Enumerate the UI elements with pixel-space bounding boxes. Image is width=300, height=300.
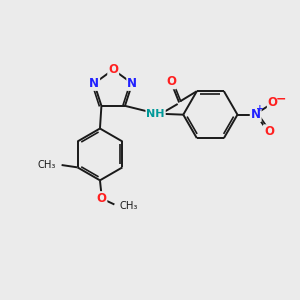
Text: CH₃: CH₃: [120, 201, 138, 211]
Text: O: O: [166, 75, 176, 88]
Text: +: +: [256, 104, 263, 113]
Text: NH: NH: [146, 109, 165, 119]
Text: O: O: [96, 192, 106, 205]
Text: N: N: [127, 77, 137, 90]
Text: O: O: [268, 96, 278, 109]
Text: CH₃: CH₃: [38, 160, 56, 170]
Text: N: N: [89, 77, 99, 90]
Text: O: O: [264, 125, 274, 138]
Text: −: −: [276, 93, 286, 106]
Text: O: O: [108, 63, 118, 76]
Text: N: N: [251, 108, 261, 121]
